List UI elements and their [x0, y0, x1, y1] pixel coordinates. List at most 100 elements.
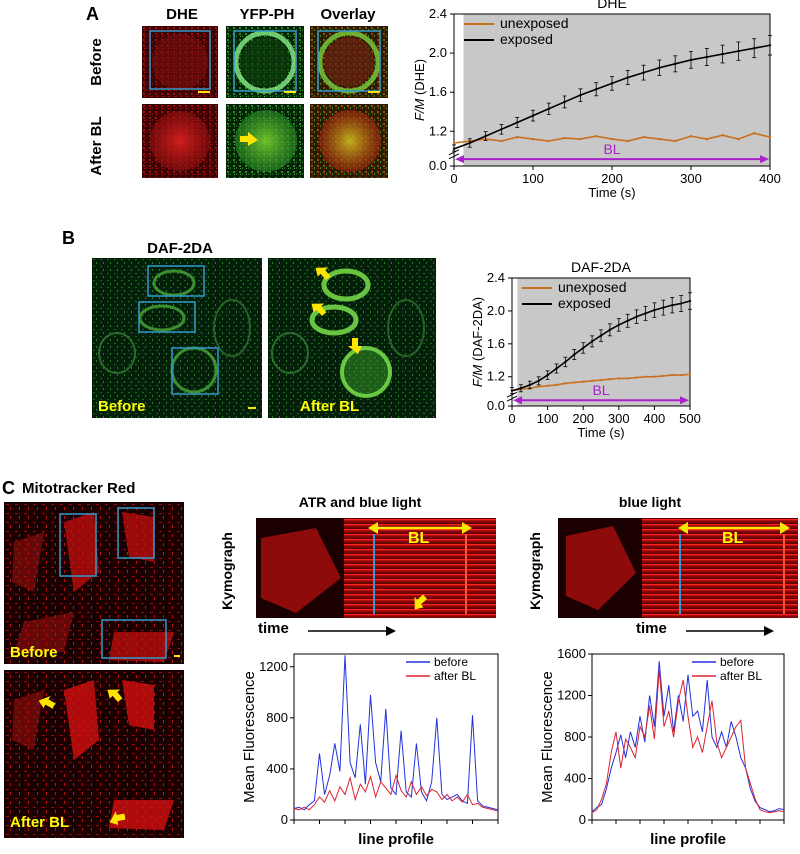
y-tick-label: 1.2 — [429, 123, 447, 138]
overlay-before-image — [310, 26, 388, 98]
data-point — [737, 49, 740, 53]
chart-title: DHE — [597, 0, 627, 11]
data-point — [644, 312, 647, 315]
chart-line-profile-atr: 0 400 800 1200 line profile Mean Fluorescence… — [241, 653, 499, 848]
data-point — [573, 353, 576, 356]
data-point — [555, 367, 558, 370]
data-point — [579, 137, 582, 141]
y-tick-label: 2.0 — [429, 45, 447, 60]
data-point — [688, 299, 692, 303]
kymograph-atr — [256, 518, 496, 618]
yfp-before-image — [226, 26, 304, 98]
kymo-title-atr: ATR and blue light — [298, 494, 422, 510]
x-tick-label: 200 — [601, 171, 623, 186]
panel-c-letter: C — [2, 478, 15, 498]
legend-entry: before — [434, 655, 468, 669]
data-point — [563, 100, 566, 104]
data-point — [608, 378, 612, 381]
y-tick-label: 0.0 — [487, 398, 505, 413]
y-tick-label: 1600 — [557, 646, 586, 661]
data-point — [635, 376, 638, 379]
x-tick-label: 0 — [450, 171, 457, 186]
y-tick-label: 2.4 — [429, 6, 447, 21]
data-point — [582, 380, 585, 383]
x-tick-label: 0 — [508, 411, 515, 426]
data-point — [626, 139, 629, 143]
mito-before-label: Before — [10, 644, 58, 661]
mito-after-image — [4, 670, 184, 838]
daf-after-image — [268, 258, 436, 418]
data-point — [573, 381, 576, 384]
data-point — [642, 135, 645, 139]
mito-after-label: After BL — [10, 814, 70, 831]
time-arrow-1 — [308, 626, 396, 636]
y-tick-label: 1.2 — [487, 369, 505, 384]
data-point — [671, 303, 674, 307]
axis-break-mark — [448, 149, 460, 160]
data-point — [679, 373, 683, 377]
data-point — [626, 319, 629, 322]
data-point — [564, 382, 567, 385]
legend-entry: exposed — [500, 31, 553, 47]
y-tick-label: 400 — [266, 761, 288, 776]
data-point — [555, 383, 558, 387]
data-point — [579, 93, 582, 97]
bl-annotation: BL — [603, 141, 620, 157]
daf-before-image — [92, 258, 262, 418]
y-tick-label: 400 — [564, 771, 586, 786]
series-line-after-BL — [293, 773, 499, 812]
data-point — [626, 377, 629, 380]
data-point — [635, 315, 638, 318]
data-point — [617, 323, 620, 327]
data-point — [721, 52, 724, 56]
legend-entry: after BL — [434, 669, 476, 683]
data-point — [537, 379, 540, 383]
data-point — [599, 334, 603, 337]
data-point — [599, 378, 603, 382]
data-point — [753, 132, 756, 135]
data-point — [653, 308, 656, 312]
data-point — [674, 139, 677, 143]
data-point — [662, 306, 665, 309]
y-tick-label: 2.0 — [487, 303, 505, 318]
data-point — [671, 373, 674, 377]
y-tick-label: 0.0 — [429, 158, 447, 173]
mito-before-image — [4, 502, 184, 664]
row-label-after-bl: After BL — [88, 116, 105, 176]
data-point — [610, 137, 614, 141]
col-label-dhe: DHE — [166, 6, 198, 23]
bl-annotation: BL — [592, 382, 609, 398]
data-point — [642, 71, 645, 74]
data-point — [753, 47, 756, 50]
data-point — [626, 76, 629, 79]
overlay-after-image — [310, 104, 388, 178]
time-label-1: time — [258, 620, 289, 637]
data-point — [528, 383, 531, 387]
data-point — [547, 107, 550, 110]
data-point — [610, 82, 614, 85]
daf-image-title: DAF-2DA — [147, 240, 213, 257]
data-point — [662, 374, 665, 378]
yfp-after-image — [226, 104, 304, 178]
time-arrow-2 — [686, 626, 774, 636]
chart-title: DAF-2DA — [571, 259, 632, 275]
data-point — [658, 137, 661, 141]
y-tick-label: 2.4 — [487, 270, 505, 285]
legend-entry: after BL — [720, 669, 762, 683]
data-point — [689, 58, 693, 62]
data-point — [721, 133, 724, 137]
x-axis-label: line profile — [358, 831, 434, 848]
bl-arrow-left — [513, 396, 522, 405]
data-point — [679, 302, 683, 305]
y-axis-label: F/M (DHE) — [412, 59, 427, 121]
data-point — [768, 135, 772, 139]
data-point — [674, 62, 677, 66]
mito-image-title: Mitotracker Red — [22, 480, 136, 497]
data-point — [468, 141, 471, 145]
panel-a-letter: A — [86, 4, 99, 24]
bl-shaded-region — [463, 14, 770, 166]
data-point — [653, 375, 656, 378]
series-line-after-BL — [591, 669, 785, 814]
y-axis-label: Mean Fluorescence — [241, 671, 258, 803]
data-point — [768, 44, 772, 47]
